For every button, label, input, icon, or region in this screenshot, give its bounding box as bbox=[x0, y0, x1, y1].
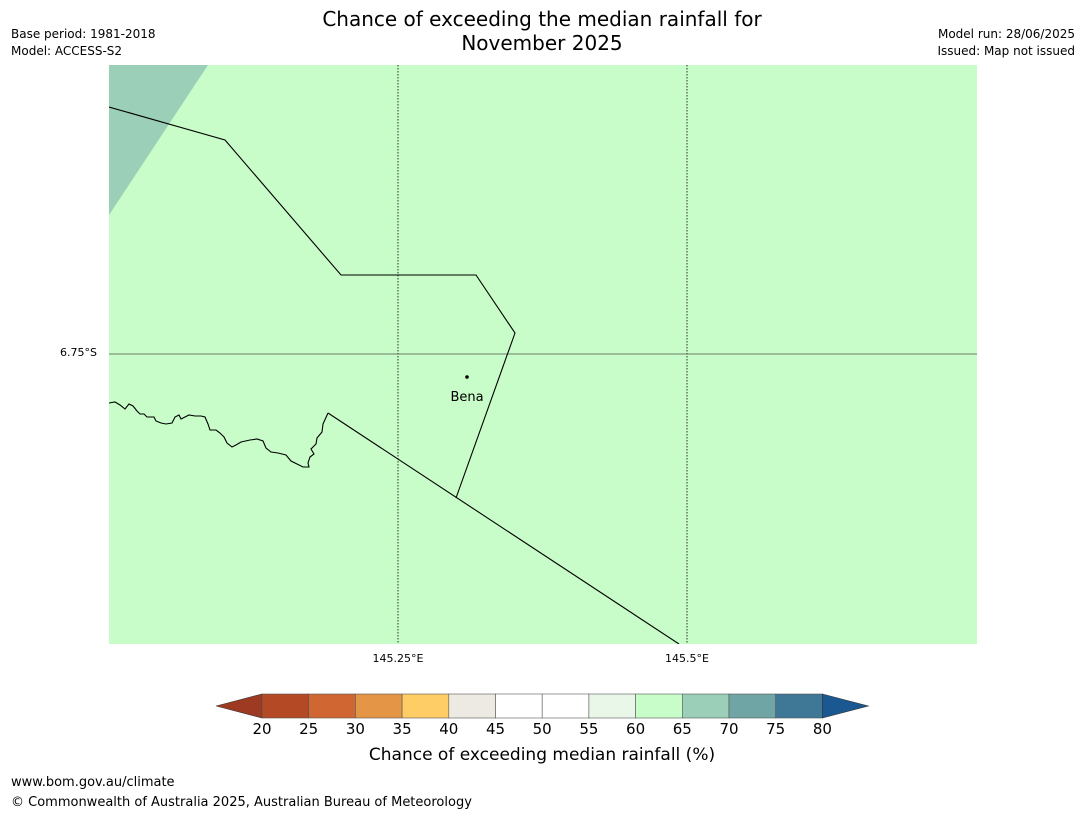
colorbar-label: Chance of exceeding median rainfall (%) bbox=[368, 745, 716, 765]
colorbar-arrow-high bbox=[822, 693, 870, 719]
issued-text: Issued: Map not issued bbox=[937, 44, 1075, 58]
longitude-label-145-25: 145.25°E bbox=[372, 652, 424, 665]
map-title-line1: Chance of exceeding the median rainfall … bbox=[322, 7, 762, 31]
base-period-text: Base period: 1981-2018 bbox=[11, 27, 156, 41]
colorbar-swatch bbox=[775, 693, 823, 719]
map-title: Chance of exceeding the median rainfall … bbox=[242, 7, 842, 55]
colorbar-swatch bbox=[401, 693, 450, 719]
colorbar-tick-label: 25 bbox=[299, 720, 319, 738]
meta-right: Model run: 28/06/2025 Issued: Map not is… bbox=[937, 26, 1075, 60]
footer-url[interactable]: www.bom.gov.au/climate bbox=[11, 775, 175, 790]
colorbar-tick-label: 20 bbox=[252, 720, 272, 738]
colorbar-tick-label: 65 bbox=[672, 720, 692, 738]
map-area[interactable]: Bena bbox=[109, 65, 977, 644]
province-boundary bbox=[109, 106, 516, 499]
colorbar-swatch bbox=[728, 693, 777, 719]
colorbar-tick-label: 60 bbox=[626, 720, 646, 738]
colorbar-tick-label: 75 bbox=[766, 720, 786, 738]
colorbar-tick-label: 50 bbox=[532, 720, 552, 738]
map-title-line2: November 2025 bbox=[461, 31, 623, 55]
colorbar-arrow-low bbox=[216, 693, 263, 719]
colorbar-swatch bbox=[588, 693, 636, 719]
longitude-label-145-5: 145.5°E bbox=[665, 652, 709, 665]
colorbar-tick-label: 30 bbox=[345, 720, 365, 738]
colorbar-tick-label: 70 bbox=[719, 720, 739, 738]
meta-left: Base period: 1981-2018 Model: ACCESS-S2 bbox=[11, 26, 156, 60]
colorbar-swatch bbox=[681, 693, 730, 719]
footer-copyright: © Commonwealth of Australia 2025, Austra… bbox=[11, 795, 472, 810]
colorbar-tick-label: 45 bbox=[485, 720, 506, 738]
colorbar-swatch bbox=[261, 693, 310, 719]
model-run-text: Model run: 28/06/2025 bbox=[937, 27, 1075, 41]
colorbar-swatch bbox=[541, 693, 590, 719]
colorbar-swatch bbox=[495, 693, 543, 719]
colorbar-swatch bbox=[355, 693, 403, 719]
colorbar-swatch bbox=[448, 693, 496, 719]
coastline-river bbox=[109, 401, 329, 468]
province-boundary-south bbox=[327, 412, 680, 644]
latitude-label: 6.75°S bbox=[60, 346, 97, 359]
higher-probability-region bbox=[109, 65, 208, 215]
colorbar-tick-label: 35 bbox=[392, 720, 412, 738]
colorbar-swatch bbox=[635, 693, 683, 719]
place-marker-bena[interactable] bbox=[465, 375, 469, 379]
colorbar-swatch bbox=[308, 693, 356, 719]
colorbar-tick-label: 55 bbox=[579, 720, 599, 738]
place-label-bena: Bena bbox=[450, 390, 483, 405]
colorbar-tick-label: 40 bbox=[439, 720, 459, 738]
model-text: Model: ACCESS-S2 bbox=[11, 44, 123, 58]
colorbar-tick-label: 80 bbox=[812, 720, 832, 738]
colorbar bbox=[216, 693, 870, 719]
rainfall-probability-fill bbox=[109, 65, 977, 644]
map-canvas[interactable]: Bena bbox=[109, 65, 977, 644]
